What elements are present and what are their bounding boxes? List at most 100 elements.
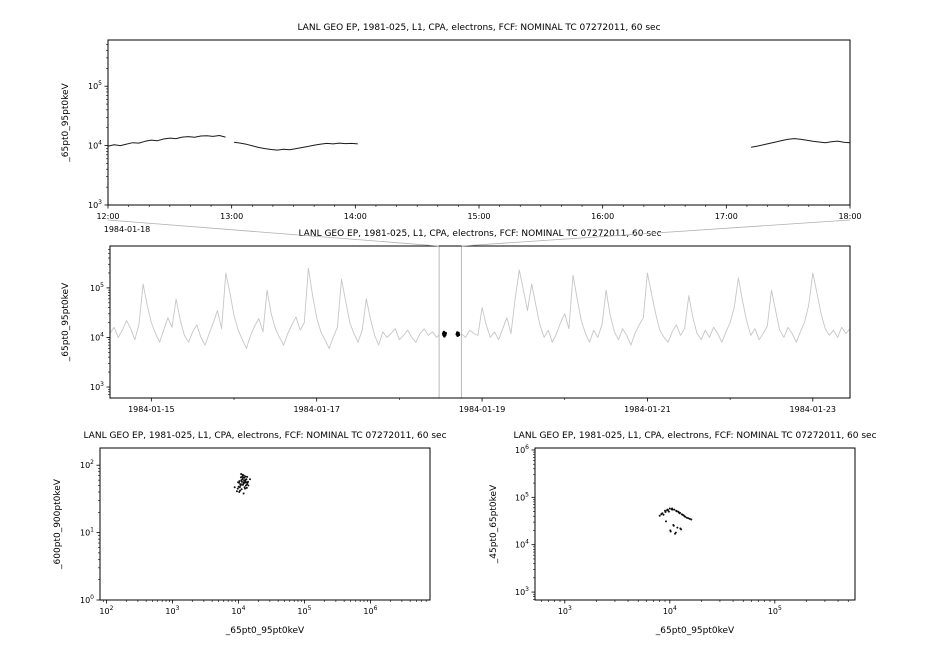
svg-text:106: 106 — [363, 605, 377, 616]
svg-text:105: 105 — [88, 80, 102, 91]
svg-text:102: 102 — [80, 459, 94, 470]
scatter-point — [671, 508, 674, 511]
svg-text:103: 103 — [88, 199, 102, 210]
svg-text:102: 102 — [99, 605, 113, 616]
scatter-point — [245, 486, 248, 489]
top-plot-frame — [107, 39, 851, 206]
br-chart: 103 104 105 103 104 105 106 LANL GEO EP, 1981-0… — [489, 431, 877, 636]
scatter-point — [674, 531, 677, 534]
svg-text:1984-01-17: 1984-01-17 — [293, 405, 340, 414]
br-title: LANL GEO EP, 1981-025, L1, CPA, electron… — [513, 431, 876, 441]
br-xlabel: _65pt0_95pt0keV — [655, 626, 735, 636]
scatter-point — [245, 481, 248, 484]
scatter-point — [241, 475, 244, 478]
svg-text:106: 106 — [515, 444, 529, 455]
scatter-point — [678, 512, 681, 515]
svg-text:17:00: 17:00 — [715, 212, 738, 221]
scatter-point — [240, 479, 243, 482]
svg-text:104: 104 — [88, 140, 102, 151]
svg-text:103: 103 — [165, 605, 179, 616]
scatter-point — [675, 510, 678, 513]
svg-text:12:00: 12:00 — [96, 212, 119, 221]
scatter-point — [244, 487, 246, 490]
br-plot-frame — [534, 447, 856, 601]
bl-ylabel: _600pt0_900pt0keV — [53, 478, 63, 570]
svg-text:16:00: 16:00 — [591, 212, 614, 221]
scatter-point — [237, 481, 240, 484]
mid-series-line — [110, 267, 850, 349]
mid-ylabel: _65pt0_95pt0keV — [61, 282, 71, 362]
scatter-point — [243, 476, 246, 479]
scatter-point — [233, 486, 236, 489]
bl-title: LANL GEO EP, 1981-025, L1, CPA, electron… — [83, 431, 446, 441]
scatter-point — [237, 485, 240, 488]
br-axes: 103 104 105 103 104 105 106 — [515, 444, 849, 616]
scatter-point — [679, 527, 682, 530]
svg-text:1984-01-15: 1984-01-15 — [128, 405, 175, 414]
zoom-connector-right — [461, 219, 851, 247]
zoom-connectors — [107, 219, 851, 247]
svg-text:101: 101 — [80, 527, 94, 538]
top-ylabel: _65pt0_95pt0keV — [61, 82, 71, 162]
svg-text:103: 103 — [558, 605, 572, 616]
scatter-point — [236, 487, 239, 490]
scatter-point — [662, 513, 665, 516]
svg-text:105: 105 — [515, 491, 529, 502]
svg-text:103: 103 — [90, 381, 104, 392]
scatter-point — [240, 473, 243, 475]
top-series-line — [108, 135, 226, 147]
scatter-point — [242, 474, 245, 477]
selection-mask — [439, 246, 462, 398]
scatter-point — [660, 513, 663, 516]
scatter-point — [242, 492, 245, 495]
scatter-point — [685, 516, 688, 519]
scatter-point — [690, 518, 693, 521]
scatter-point — [235, 490, 238, 493]
br-ylabel: _45pt0_65pt0keV — [489, 484, 499, 564]
top-series-line — [751, 138, 850, 148]
svg-text:13:00: 13:00 — [220, 212, 243, 221]
svg-text:14:00: 14:00 — [344, 212, 367, 221]
scatter-point — [683, 515, 686, 518]
bl-axes: 102 103 104 105 106 100 101 102 — [80, 459, 427, 616]
svg-text:15:00: 15:00 — [467, 212, 490, 221]
scatter-point — [244, 475, 247, 478]
bl-chart: 102 103 104 105 106 100 101 102 LANL GEO EP, 198… — [53, 431, 447, 636]
selected-data-point — [457, 333, 461, 337]
scatter-point — [668, 507, 671, 510]
scatter-point — [665, 520, 667, 523]
scatter-point — [246, 475, 249, 478]
svg-text:105: 105 — [768, 605, 782, 616]
scatter-point — [658, 514, 661, 517]
top-title: LANL GEO EP, 1981-025, L1, CPA, electron… — [297, 23, 660, 33]
top-chart: 12:00 13:00 14:00 15:00 16:00 17:00 18:00 103 10… — [61, 23, 862, 234]
svg-text:1984-01-21: 1984-01-21 — [624, 405, 671, 414]
scatter-point — [249, 478, 251, 481]
scatter-point — [667, 510, 670, 513]
scatter-point — [672, 524, 675, 527]
scatter-point — [240, 488, 243, 491]
mid-axes: 1984-01-15 1984-01-17 1984-01-19 1984-01-21… — [90, 249, 836, 414]
scatter-point — [239, 483, 242, 486]
scatter-point — [247, 484, 250, 487]
selected-data-point — [444, 331, 448, 335]
bl-data-layer — [233, 473, 251, 495]
scatter-point — [246, 483, 248, 486]
top-data-layer — [108, 135, 850, 151]
mid-data-layer — [110, 246, 850, 398]
mid-chart: 1984-01-15 1984-01-17 1984-01-19 1984-01-21… — [61, 229, 851, 414]
mid-plot-frame — [109, 245, 851, 399]
scatter-point — [669, 529, 672, 532]
scatter-point — [664, 511, 667, 513]
svg-text:1984-01-19: 1984-01-19 — [459, 405, 506, 414]
scatter-point — [238, 480, 241, 483]
svg-text:104: 104 — [663, 605, 677, 616]
br-data-layer — [658, 507, 693, 535]
svg-text:1984-01-23: 1984-01-23 — [790, 405, 837, 414]
svg-text:105: 105 — [297, 605, 311, 616]
scatter-point — [667, 509, 669, 511]
scatter-point — [676, 526, 679, 529]
zoom-connector-left — [107, 219, 440, 247]
